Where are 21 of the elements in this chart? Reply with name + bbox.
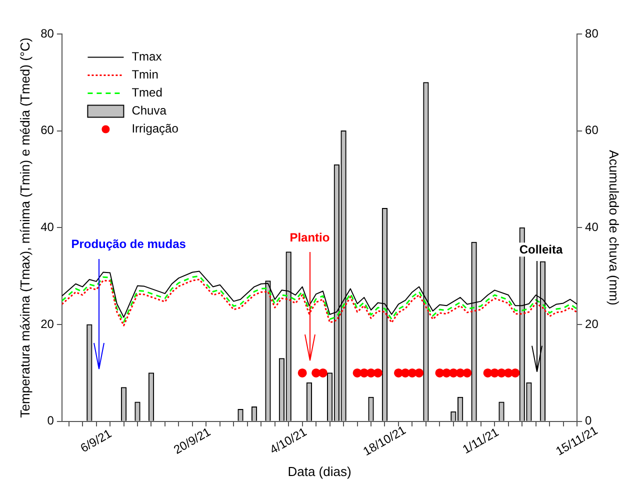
annotation: Plantio: [290, 230, 330, 245]
annotation: Produção de mudas: [71, 237, 186, 252]
legend-label: Tmed: [132, 86, 162, 100]
y-axis-title: Temperatura máxima (Tmax), mínima (Tmin) e média (Tmed) (°C): [17, 38, 32, 418]
legend-label: Tmin: [132, 68, 158, 82]
y-tick-label: 40: [40, 220, 54, 234]
y2-tick-label: 60: [585, 123, 599, 138]
legend-label: Chuva: [132, 104, 167, 118]
annotation: Colleita: [519, 242, 563, 257]
legend-label: Irrigação: [132, 122, 179, 136]
y-tick-label: 60: [40, 123, 54, 138]
y2-tick-label: 0: [585, 414, 592, 428]
y-tick-label: 20: [40, 316, 54, 331]
y-tick-label: 0: [47, 414, 54, 428]
y2-tick-label: 80: [585, 26, 599, 40]
y-tick-label: 80: [40, 26, 54, 40]
legend-label: Tmax: [132, 50, 162, 64]
x-axis-title: Data (dias): [288, 464, 352, 479]
y2-tick-label: 20: [585, 316, 599, 331]
y2-tick-label: 40: [585, 220, 599, 234]
y2-axis-title: Acumulado de chuva (mm): [606, 150, 622, 306]
